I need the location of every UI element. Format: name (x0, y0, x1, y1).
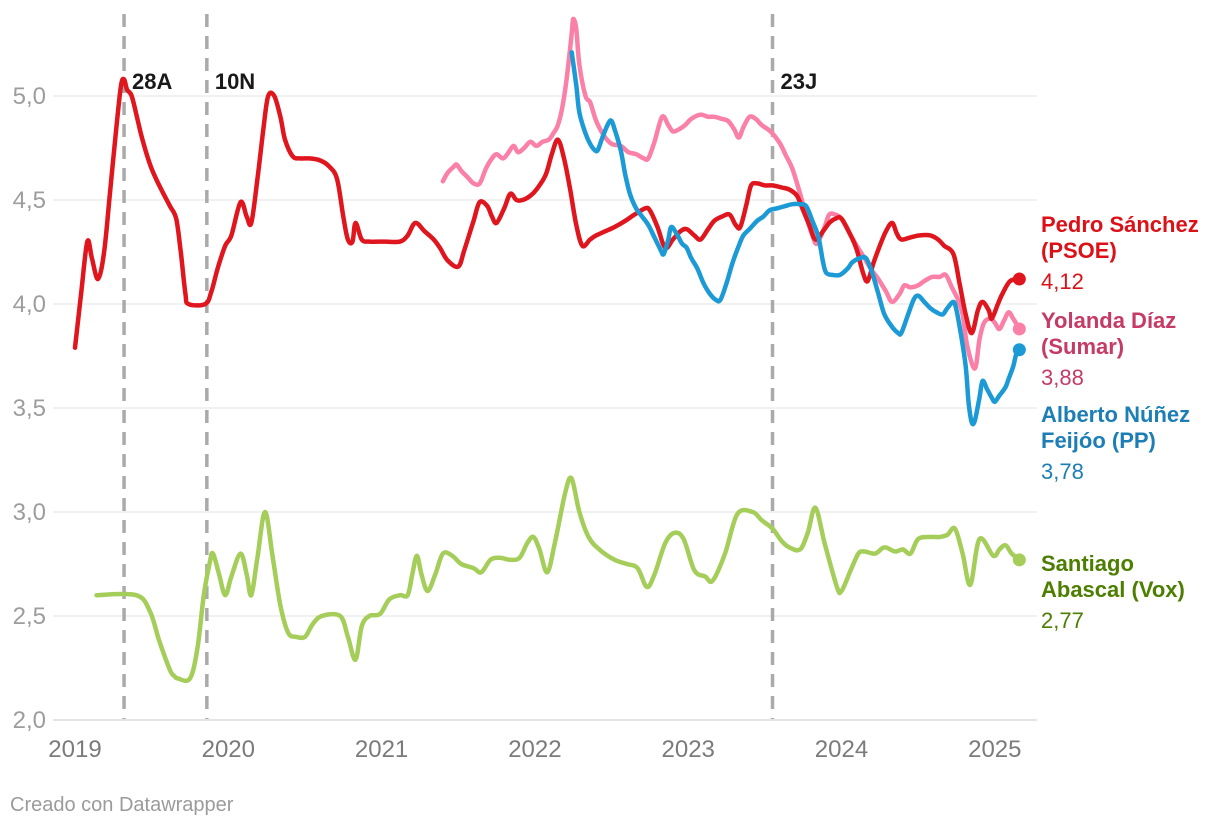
legend-name-line: Alberto Núñez (1041, 402, 1191, 427)
series-line-psoe (72, 76, 1022, 350)
legend-name-line: Santiago (1041, 551, 1134, 576)
series-end-dot-pp (1012, 343, 1026, 357)
legend-name-line: (PSOE) (1041, 238, 1117, 263)
legend-value: 4,12 (1041, 269, 1084, 294)
legend-name-line: Feijóo (PP) (1041, 428, 1156, 453)
x-axis-tick-label: 2020 (202, 736, 255, 763)
legend-santiago-abascal: Santiago Abascal (Vox) 2,77 (1041, 551, 1211, 635)
x-axis-tick-label: 2019 (48, 736, 101, 763)
legend-value: 3,88 (1041, 365, 1084, 390)
x-axis-tick-label: 2024 (815, 736, 868, 763)
y-axis-tick-label: 3,5 (13, 395, 46, 422)
y-axis-tick-label: 2,5 (13, 603, 46, 630)
legend-value: 2,77 (1041, 608, 1084, 633)
x-axis-tick-label: 2025 (968, 736, 1021, 763)
y-axis-tick-label: 3,0 (13, 499, 46, 526)
legend-value: 3,78 (1041, 459, 1084, 484)
y-axis-tick-label: 5,0 (13, 83, 46, 110)
legend-pedro-sanchez: Pedro Sánchez (PSOE) 4,12 (1041, 212, 1220, 296)
legend-alberto-feijoo: Alberto Núñez Feijóo (PP) 3,78 (1041, 402, 1220, 486)
legend-name-line: Yolanda Díaz (1041, 308, 1177, 333)
legend-name-line: Pedro Sánchez (1041, 212, 1199, 237)
series-end-dot-sumar (1012, 322, 1026, 336)
series-end-dot-vox (1012, 553, 1026, 567)
event-label-23j: 23J (781, 69, 818, 94)
event-label-10n: 10N (215, 69, 255, 94)
legend-name-line: (Sumar) (1041, 334, 1125, 359)
y-axis-tick-label: 4,0 (13, 291, 46, 318)
x-axis-tick-label: 2021 (355, 736, 408, 763)
series-end-dot-psoe (1012, 272, 1026, 286)
series-line-pp (569, 50, 1022, 427)
legend-yolanda-diaz: Yolanda Díaz (Sumar) 3,88 (1041, 308, 1220, 392)
x-axis-tick-label: 2023 (662, 736, 715, 763)
y-axis-tick-label: 2,0 (13, 707, 46, 734)
series-line-sumar (440, 16, 1022, 371)
event-label-28a: 28A (132, 69, 172, 94)
datawrapper-credit: Creado con Datawrapper (10, 794, 234, 816)
x-axis-tick-label: 2022 (508, 736, 561, 763)
series-line-vox (94, 475, 1022, 684)
legend-name-line: Abascal (Vox) (1041, 577, 1185, 602)
y-axis-tick-label: 4,5 (13, 187, 46, 214)
